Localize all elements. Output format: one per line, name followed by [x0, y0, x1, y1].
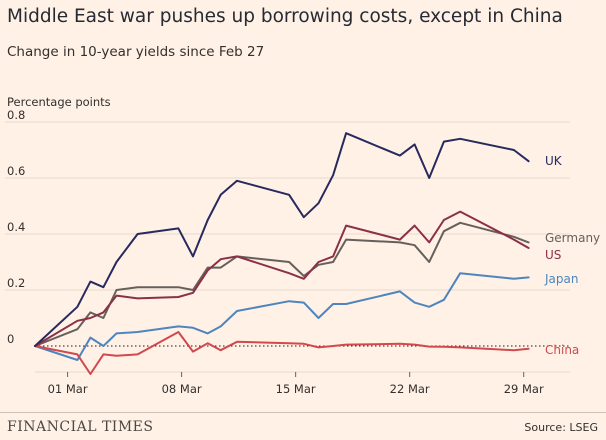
chart-subtitle: Change in 10-year yields since Feb 27	[7, 44, 265, 60]
chart-title: Middle East war pushes up borrowing cost…	[7, 6, 563, 27]
series-line-japan	[34, 272, 530, 361]
series-line-china	[34, 331, 530, 375]
line-chart: 0 0.2 0.4 0.6 0.8 01 Mar 08 Mar 15 Mar 22 Mar 29 …	[5, 108, 600, 396]
source-note: Source: LSEG	[524, 421, 598, 434]
legend-label-us: US	[545, 248, 561, 262]
series-line-germany	[34, 221, 530, 347]
footer-divider	[0, 412, 606, 413]
x-tick-label: 22 Mar	[390, 382, 430, 396]
series-line-uk	[34, 132, 530, 347]
x-tick-label: 08 Mar	[162, 382, 202, 396]
x-tick-label: 29 Mar	[504, 382, 544, 396]
legend-label-uk: UK	[545, 154, 563, 168]
x-tick-label: 15 Mar	[276, 382, 316, 396]
legend-label-china: China	[545, 343, 579, 357]
legend-label-germany: Germany	[545, 231, 600, 245]
series-line-us	[34, 210, 530, 347]
x-tick-label: 01 Mar	[48, 382, 88, 396]
brand-logo: FINANCIAL TIMES	[7, 419, 154, 435]
y-tick-label: 0.6	[7, 164, 25, 178]
y-tick-label: 0	[7, 332, 14, 346]
y-tick-label: 0.4	[7, 220, 25, 234]
y-tick-label: 0.8	[7, 108, 25, 122]
y-axis-label: Percentage points	[7, 95, 111, 109]
y-tick-label: 0.2	[7, 276, 25, 290]
legend-label-japan: Japan	[544, 272, 578, 286]
